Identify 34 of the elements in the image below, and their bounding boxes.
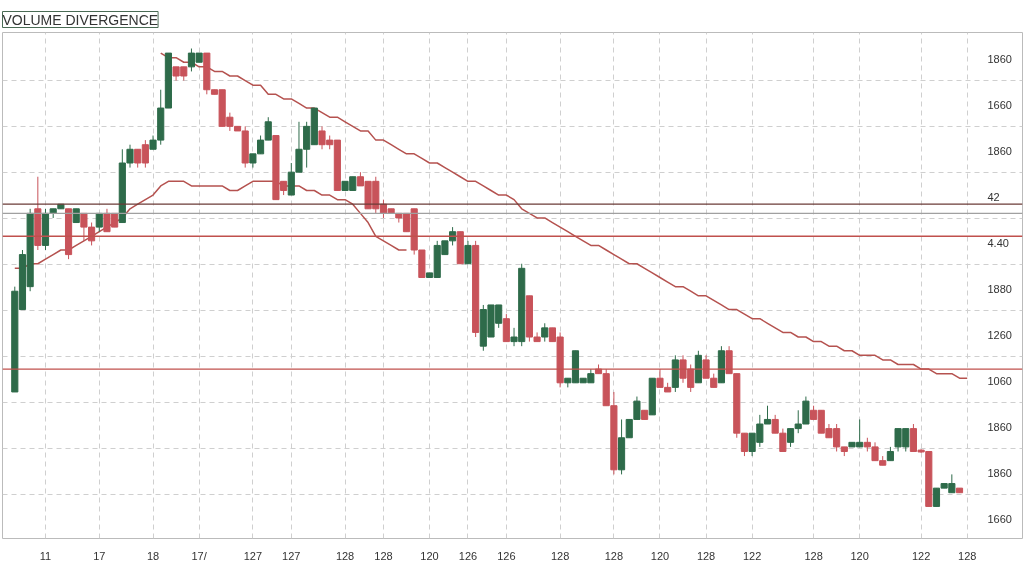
text: 1660: [987, 512, 1012, 525]
x-tick-label: 11: [39, 549, 52, 562]
text: 1860: [987, 466, 1012, 479]
x-tick-label: 128: [335, 549, 355, 562]
x-tick-label: 17/: [191, 549, 208, 562]
text: 4.40: [987, 236, 1009, 249]
text: 1860: [987, 52, 1012, 65]
text: 1880: [987, 282, 1012, 295]
x-tick-label: 126: [458, 549, 478, 562]
candlestick: [541, 322, 549, 343]
x-tick-label: 128: [804, 549, 823, 562]
x-tick-label: 127: [243, 549, 263, 562]
candlestick: [502, 313, 510, 343]
x-tick-label: 128: [958, 549, 977, 562]
text: 1660: [987, 98, 1012, 111]
candlestick: [464, 240, 472, 265]
x-tick-label: 128: [374, 549, 393, 562]
x-tick-label: 120: [650, 549, 670, 562]
text: 1260: [987, 328, 1012, 341]
x-tick-label: 128: [550, 549, 570, 562]
text: 1860: [987, 144, 1012, 157]
x-tick-label: 18: [146, 549, 160, 562]
text: 1860: [987, 420, 1012, 433]
x-tick-label: 120: [420, 549, 439, 562]
x-tick-label: 122: [742, 549, 762, 562]
x-tick-label: 122: [911, 549, 931, 562]
x-tick-label: 127: [282, 549, 301, 562]
x-tick-label: 126: [497, 549, 516, 562]
x-tick-label: 128: [696, 549, 716, 562]
text: 1060: [987, 374, 1012, 387]
x-tick-label: 120: [850, 549, 869, 562]
x-tick-label: 17: [93, 549, 106, 562]
x-tick-label: 128: [604, 549, 624, 562]
text: 42: [987, 190, 1000, 203]
